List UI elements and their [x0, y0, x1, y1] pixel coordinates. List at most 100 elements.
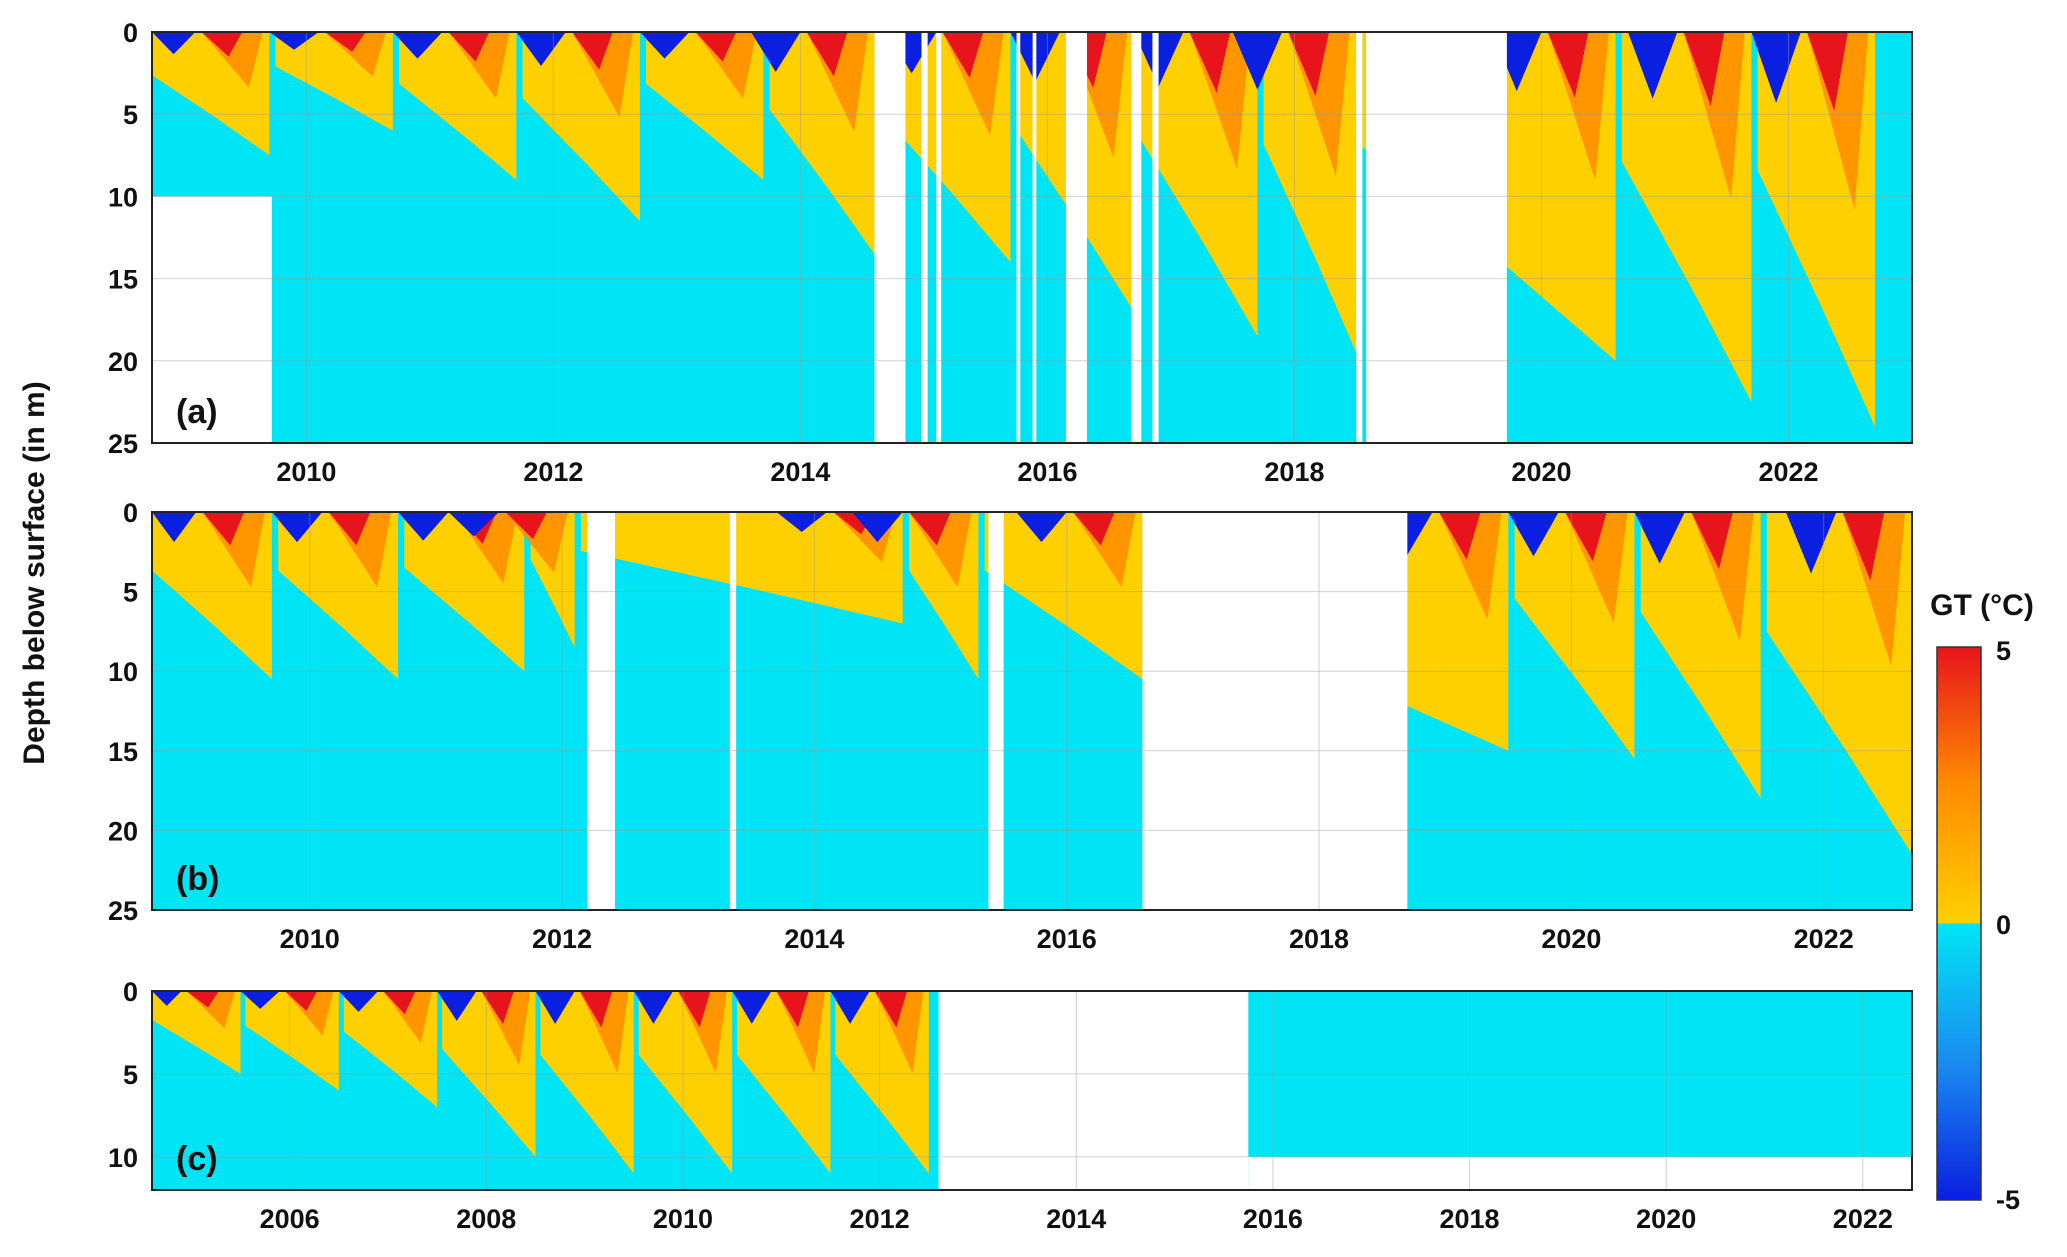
cold-wave-6 — [1016, 512, 1067, 543]
x-tick-label: 2016 — [1017, 457, 1077, 487]
warm-wave-3 — [481, 991, 531, 1066]
colorbar-gradient — [1936, 646, 1982, 1201]
data-gap-0 — [587, 512, 616, 910]
x-tick-label: 2008 — [456, 1204, 516, 1234]
hot-wave-0 — [186, 991, 219, 1008]
cold-wave-10 — [1785, 512, 1837, 574]
data-gap-3 — [1142, 512, 1408, 910]
data-gap-10 — [1366, 32, 1507, 443]
y-tick-label: 5 — [123, 1060, 138, 1090]
data-gap-8 — [1152, 32, 1159, 443]
cold-wave-5 — [852, 512, 903, 543]
hot-wave-10 — [1842, 512, 1885, 581]
cold-wave-11 — [1627, 32, 1678, 99]
y-tick-label: 5 — [123, 100, 138, 130]
x-tick-label: 2018 — [1289, 924, 1349, 954]
x-tick-label: 2012 — [532, 924, 592, 954]
y-tick-label: 15 — [108, 737, 138, 767]
cold-wave-5 — [633, 991, 674, 1024]
colorbar-title: GT (°C) — [1930, 589, 2034, 622]
panel-c: 0 5 10 2006 2008 2010 2012 2014 2016 2018 2020 2022… — [108, 977, 1913, 1234]
x-tick-label: 2016 — [1243, 1204, 1303, 1234]
x-tick-label: 2014 — [770, 457, 830, 487]
hot-wave-5 — [806, 32, 848, 77]
hot-wave-4 — [695, 32, 737, 62]
warm-wave-0 — [186, 991, 236, 1029]
cold-wave-3 — [437, 991, 477, 1021]
x-tick-label: 2018 — [1440, 1204, 1500, 1234]
x-tick-label: 2022 — [1758, 457, 1818, 487]
hot-wave-0 — [201, 32, 243, 57]
y-tick-label: 10 — [108, 1143, 138, 1173]
y-tick-label: 0 — [123, 977, 138, 1007]
cold-wave-0 — [152, 512, 197, 543]
warm-wave-11 — [1683, 32, 1745, 199]
cold-wave-1 — [271, 512, 323, 543]
cold-wave-3 — [516, 32, 566, 67]
cold-wave-7 — [830, 991, 870, 1024]
cold-wave-0 — [152, 991, 182, 1006]
cold-wave-4 — [639, 32, 690, 59]
cold-wave-5 — [751, 32, 801, 72]
x-tick-label: 2022 — [1833, 1204, 1893, 1234]
hot-wave-12 — [1807, 32, 1848, 111]
cold-wave-9 — [1232, 32, 1283, 90]
data-gap-1 — [874, 32, 906, 443]
x-tick-label: 2016 — [1037, 924, 1097, 954]
hot-wave-0 — [202, 512, 245, 546]
cold-wave-9 — [1634, 512, 1685, 564]
cold-wave-4 — [535, 991, 575, 1024]
warm-wave-4 — [695, 32, 757, 99]
hot-wave-11 — [1683, 32, 1725, 106]
hot-wave-10 — [1547, 32, 1589, 98]
warm-wave-6 — [776, 991, 826, 1074]
hot-wave-6 — [1073, 512, 1115, 546]
y-tick-label: 0 — [123, 498, 138, 528]
panel-b: 0 5 10 15 20 25 2010 2012 2014 2016 2018 2020 2022 (b… — [108, 498, 1913, 954]
data-gap-7 — [1131, 32, 1142, 443]
colorbar: GT (°C) 5 0 -5 — [1930, 589, 2034, 1215]
x-tick-label: 2010 — [653, 1204, 713, 1234]
y-tick-label: 25 — [108, 429, 138, 459]
axes-frame — [151, 990, 1913, 1191]
cold-wave-2 — [398, 512, 449, 541]
colorbar-tick-max: 5 — [1996, 636, 2011, 666]
y-tick-label: 10 — [108, 182, 138, 212]
data-gap-1 — [1248, 1156, 1912, 1190]
data-gap-9 — [1356, 32, 1363, 443]
data-gap-4 — [1016, 32, 1021, 443]
hot-wave-3 — [571, 32, 613, 70]
x-tick-label: 2012 — [850, 1204, 910, 1234]
x-tick-label: 2020 — [1541, 924, 1601, 954]
x-tick-label: 2010 — [280, 924, 340, 954]
panel-label: (b) — [176, 860, 219, 898]
cold-wave-8 — [1508, 512, 1559, 557]
cold-wave-2 — [338, 991, 379, 1012]
axes-frame — [151, 511, 1913, 911]
warm-wave-9 — [1691, 512, 1754, 641]
cold-wave-4 — [776, 512, 827, 533]
x-tick-label: 2010 — [276, 457, 336, 487]
x-tick-label: 2012 — [523, 457, 583, 487]
hot-wave-8 — [1565, 512, 1607, 562]
data-gap-2 — [988, 512, 1004, 910]
hot-wave-6 — [942, 32, 984, 79]
warm-wave-5 — [678, 991, 727, 1074]
hot-wave-8 — [1189, 32, 1231, 93]
hot-wave-2 — [448, 32, 490, 62]
warm-wave-3 — [571, 32, 634, 118]
y-axis-label: Depth below surface (in m) — [18, 381, 51, 764]
warm-wave-7 — [874, 991, 924, 1074]
hot-wave-5 — [908, 512, 951, 546]
y-tick-label: 5 — [123, 578, 138, 608]
data-gap-2 — [921, 32, 928, 443]
x-tick-label: 2006 — [260, 1204, 320, 1234]
hot-wave-1 — [324, 32, 366, 52]
data-gap-0 — [152, 196, 272, 443]
panel-label: (c) — [176, 1140, 218, 1178]
hot-wave-5 — [678, 991, 711, 1028]
hot-wave-3 — [505, 512, 547, 540]
warm-wave-8 — [1189, 32, 1251, 169]
hot-wave-7 — [1438, 512, 1481, 560]
